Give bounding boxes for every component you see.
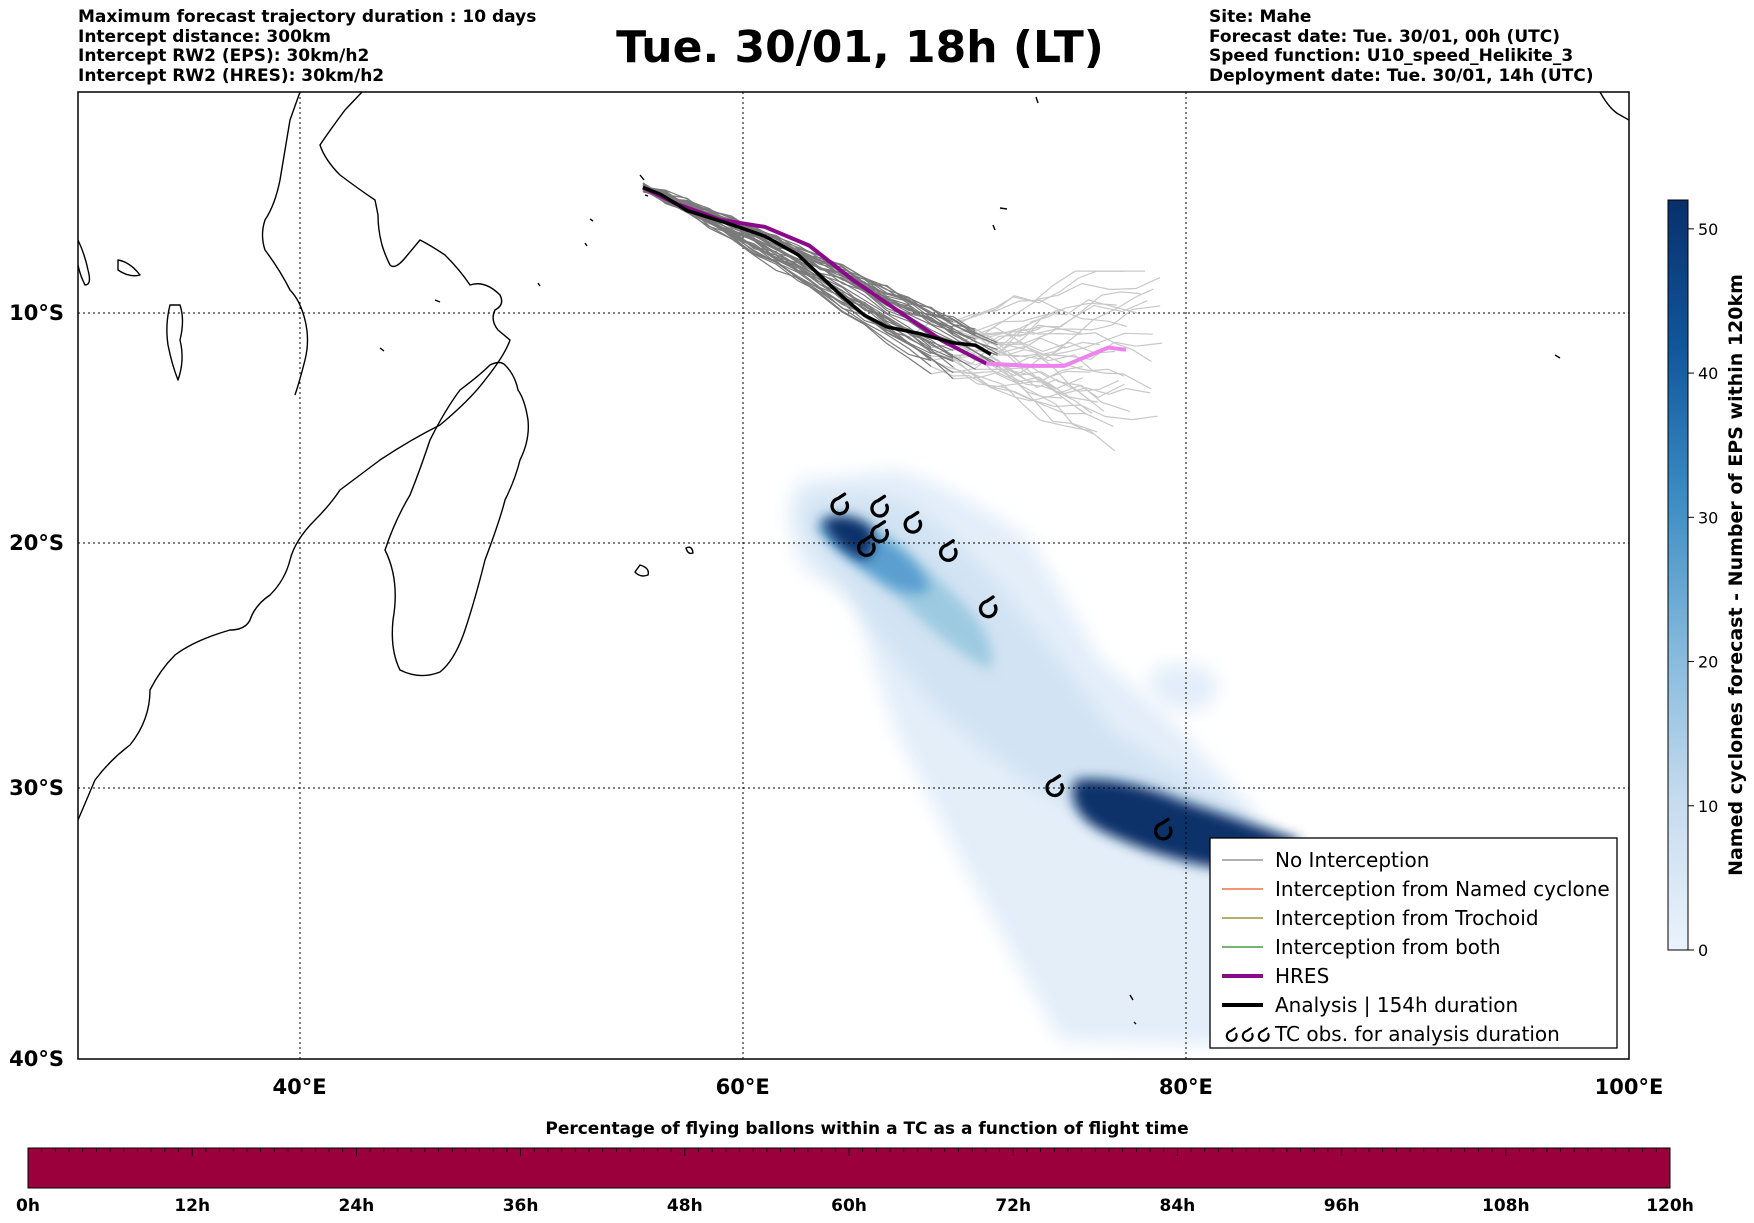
ensemble-track <box>975 328 1114 428</box>
latitude-label: 10°S <box>9 301 64 325</box>
legend-label: No Interception <box>1275 848 1429 872</box>
ensemble-track <box>952 356 1087 415</box>
tc-symbol-icon <box>978 595 998 619</box>
tc-symbol-icon <box>870 494 889 518</box>
coastlines <box>78 92 1629 1025</box>
param-line: Intercept RW2 (EPS): 30km/h2 <box>78 46 370 66</box>
param-line: Intercept RW2 (HRES): 30km/h2 <box>78 65 385 86</box>
bar-tick-label: 84h <box>1160 1196 1196 1216</box>
legend-label: Interception from both <box>1275 935 1501 959</box>
legend-box <box>1209 837 1618 1049</box>
ensemble-track <box>997 300 1148 346</box>
ensemble-track <box>952 299 1062 323</box>
bar-tick-label: 48h <box>667 1196 703 1216</box>
ensemble-track <box>975 341 1163 370</box>
flight-time-bar-title: Percentage of flying ballons within a TC… <box>545 1119 1188 1139</box>
analysis-line <box>642 185 992 356</box>
map-legend: No Interception Interception from Named c… <box>1209 837 1618 1049</box>
site-line: Site: Mahe <box>1209 7 1312 27</box>
site-line: Deployment date: Tue. 30/01, 14h (UTC) <box>1209 65 1594 86</box>
bar-tick-label: 120h <box>1646 1196 1694 1216</box>
map-gridlines <box>78 92 1629 1059</box>
bar-tick-label: 12h <box>174 1196 210 1216</box>
ensemble-track <box>952 305 1161 351</box>
ensemble-track <box>952 366 1158 421</box>
bar-tick-label: 0h <box>16 1196 40 1216</box>
legend-label: Interception from Trochoid <box>1275 906 1539 930</box>
bar-tick-label: 60h <box>831 1196 867 1216</box>
param-line: Maximum forecast trajectory duration : 1… <box>78 7 537 27</box>
latitude-labels: 10°S 20°S 30°S 40°S <box>9 301 64 1071</box>
hres-line-late <box>986 345 1127 368</box>
tc-symbol-icon <box>1257 1027 1270 1042</box>
bar-tick-label: 24h <box>339 1196 375 1216</box>
flight-time-bar-ticks: 0h 12h 24h 36h 48h 60h 72h 84h 96h 108h 120h <box>16 1148 1694 1216</box>
site-info: Site: Mahe Forecast date: Tue. 30/01, 00… <box>1209 7 1594 86</box>
latitude-label: 20°S <box>9 531 64 555</box>
latitude-label: 40°S <box>9 1047 64 1071</box>
ensemble-track <box>930 277 1161 355</box>
colorbar-tick-label: 40 <box>1698 364 1718 383</box>
ensemble-track <box>975 328 1152 363</box>
bar-tick-label: 36h <box>503 1196 539 1216</box>
ensemble-track <box>997 302 1117 356</box>
ensemble-track <box>930 332 1153 365</box>
bar-tick-label: 108h <box>1482 1196 1530 1216</box>
legend-label: HRES <box>1275 964 1329 988</box>
colorbar-tick-label: 0 <box>1698 941 1708 960</box>
ensemble-track <box>930 365 1125 402</box>
longitude-label: 60°E <box>716 1075 770 1099</box>
page-title: Tue. 30/01, 18h (LT) <box>616 22 1104 73</box>
tc-symbol-icon <box>1225 1027 1238 1042</box>
tc-symbol-icon <box>939 539 958 562</box>
ensemble-tracks-light <box>908 270 1163 452</box>
ensemble-track <box>997 366 1091 379</box>
longitude-labels: 40°E 60°E 80°E 100°E <box>273 1075 1664 1099</box>
longitude-label: 100°E <box>1595 1075 1664 1099</box>
ensemble-track <box>975 299 1138 332</box>
colorbar-tick-label: 10 <box>1698 797 1718 816</box>
ensemble-track <box>642 190 932 348</box>
ensemble-track <box>997 345 1152 390</box>
map-frame <box>77 91 1630 1060</box>
legend-label: Analysis | 154h duration <box>1275 993 1518 1017</box>
longitude-label: 80°E <box>1159 1075 1213 1099</box>
legend-label: Interception from Named cyclone <box>1275 877 1610 901</box>
colorbar-tick-label: 20 <box>1698 653 1718 672</box>
tc-symbol-icon <box>1241 1027 1254 1042</box>
tc-symbol-icon <box>830 492 850 516</box>
hres-line <box>642 185 988 366</box>
ensemble-track <box>997 363 1119 392</box>
ensemble-track <box>930 359 1083 390</box>
param-line: Intercept distance: 300km <box>78 26 331 47</box>
latitude-label: 30°S <box>9 776 64 800</box>
bar-tick-label: 72h <box>995 1196 1031 1216</box>
flight-time-bar: Percentage of flying ballons within a TC… <box>16 1119 1694 1216</box>
hres-track <box>642 185 1127 368</box>
longitude-label: 40°E <box>273 1075 327 1099</box>
site-line: Forecast date: Tue. 30/01, 00h (UTC) <box>1209 26 1560 47</box>
colorbar-tick-label: 30 <box>1698 508 1718 527</box>
colorbar-scale <box>1667 199 1689 951</box>
tc-symbol-icon <box>1153 817 1173 841</box>
colorbar-tick-label: 50 <box>1698 220 1718 239</box>
analysis-track <box>642 185 992 356</box>
tc-symbol-icon <box>1045 774 1064 798</box>
tc-symbol-icon <box>870 520 889 543</box>
cyclone-colorbar: Named cyclones forecast - Number of EPS … <box>1667 199 1747 960</box>
tc-symbol-icon <box>903 510 923 534</box>
colorbar-title: Named cyclones forecast - Number of EPS … <box>1725 274 1747 876</box>
tc-observations <box>830 492 1173 841</box>
legend-label: TC obs. for analysis duration <box>1274 1022 1560 1046</box>
site-line: Speed function: U10_speed_Helikite_3 <box>1209 46 1574 66</box>
cyclone-density-field <box>788 470 1300 1045</box>
forecast-parameters: Maximum forecast trajectory duration : 1… <box>78 7 537 86</box>
tc-symbol-icon <box>857 534 876 558</box>
bar-tick-label: 96h <box>1324 1196 1360 1216</box>
